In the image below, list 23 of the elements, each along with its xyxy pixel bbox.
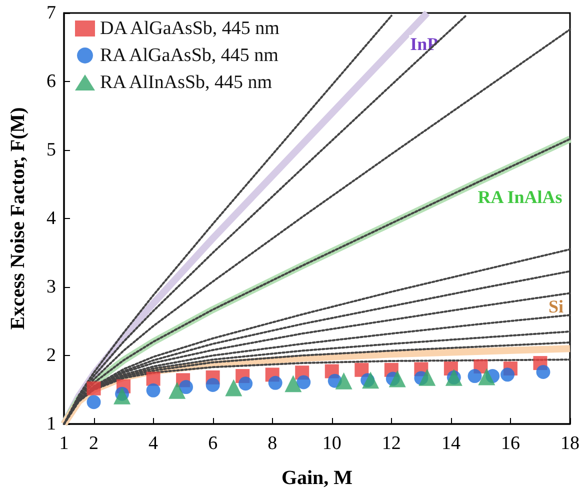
- y-tick-label: 7: [46, 2, 56, 24]
- y-tick-label: 2: [46, 345, 56, 366]
- legend-label: DA AlGaAsSb, 445 nm: [100, 18, 280, 39]
- x-tick-label: 10: [322, 433, 342, 454]
- y-tick-label: 6: [46, 71, 56, 92]
- x-tick-label: 18: [560, 433, 580, 454]
- x-tick-label: 4: [148, 433, 159, 454]
- y-tick-label: 1: [46, 414, 56, 434]
- y-tick-label: 4: [46, 208, 56, 229]
- series-label: Si: [548, 296, 564, 317]
- x-tick-label: 2: [89, 433, 99, 454]
- y-tick-label: 3: [46, 276, 56, 298]
- x-tick-label: 16: [500, 433, 520, 454]
- x-tick-label: 12: [382, 433, 401, 454]
- x-axis-title: Gain, M: [281, 467, 353, 489]
- y-axis-title: Excess Noise Factor, F(M): [7, 107, 29, 330]
- series-label: RA InAlAs: [478, 187, 562, 208]
- x-tick-label: 8: [268, 433, 278, 454]
- y-tick-label: 5: [46, 140, 56, 160]
- x-tick-label: 6: [208, 433, 218, 454]
- x-tick-label: 14: [441, 433, 461, 454]
- legend-label: RA AlInAsSb, 445 nm: [100, 72, 272, 93]
- legend-label: RA AlGaAsSb, 445 nm: [100, 45, 279, 66]
